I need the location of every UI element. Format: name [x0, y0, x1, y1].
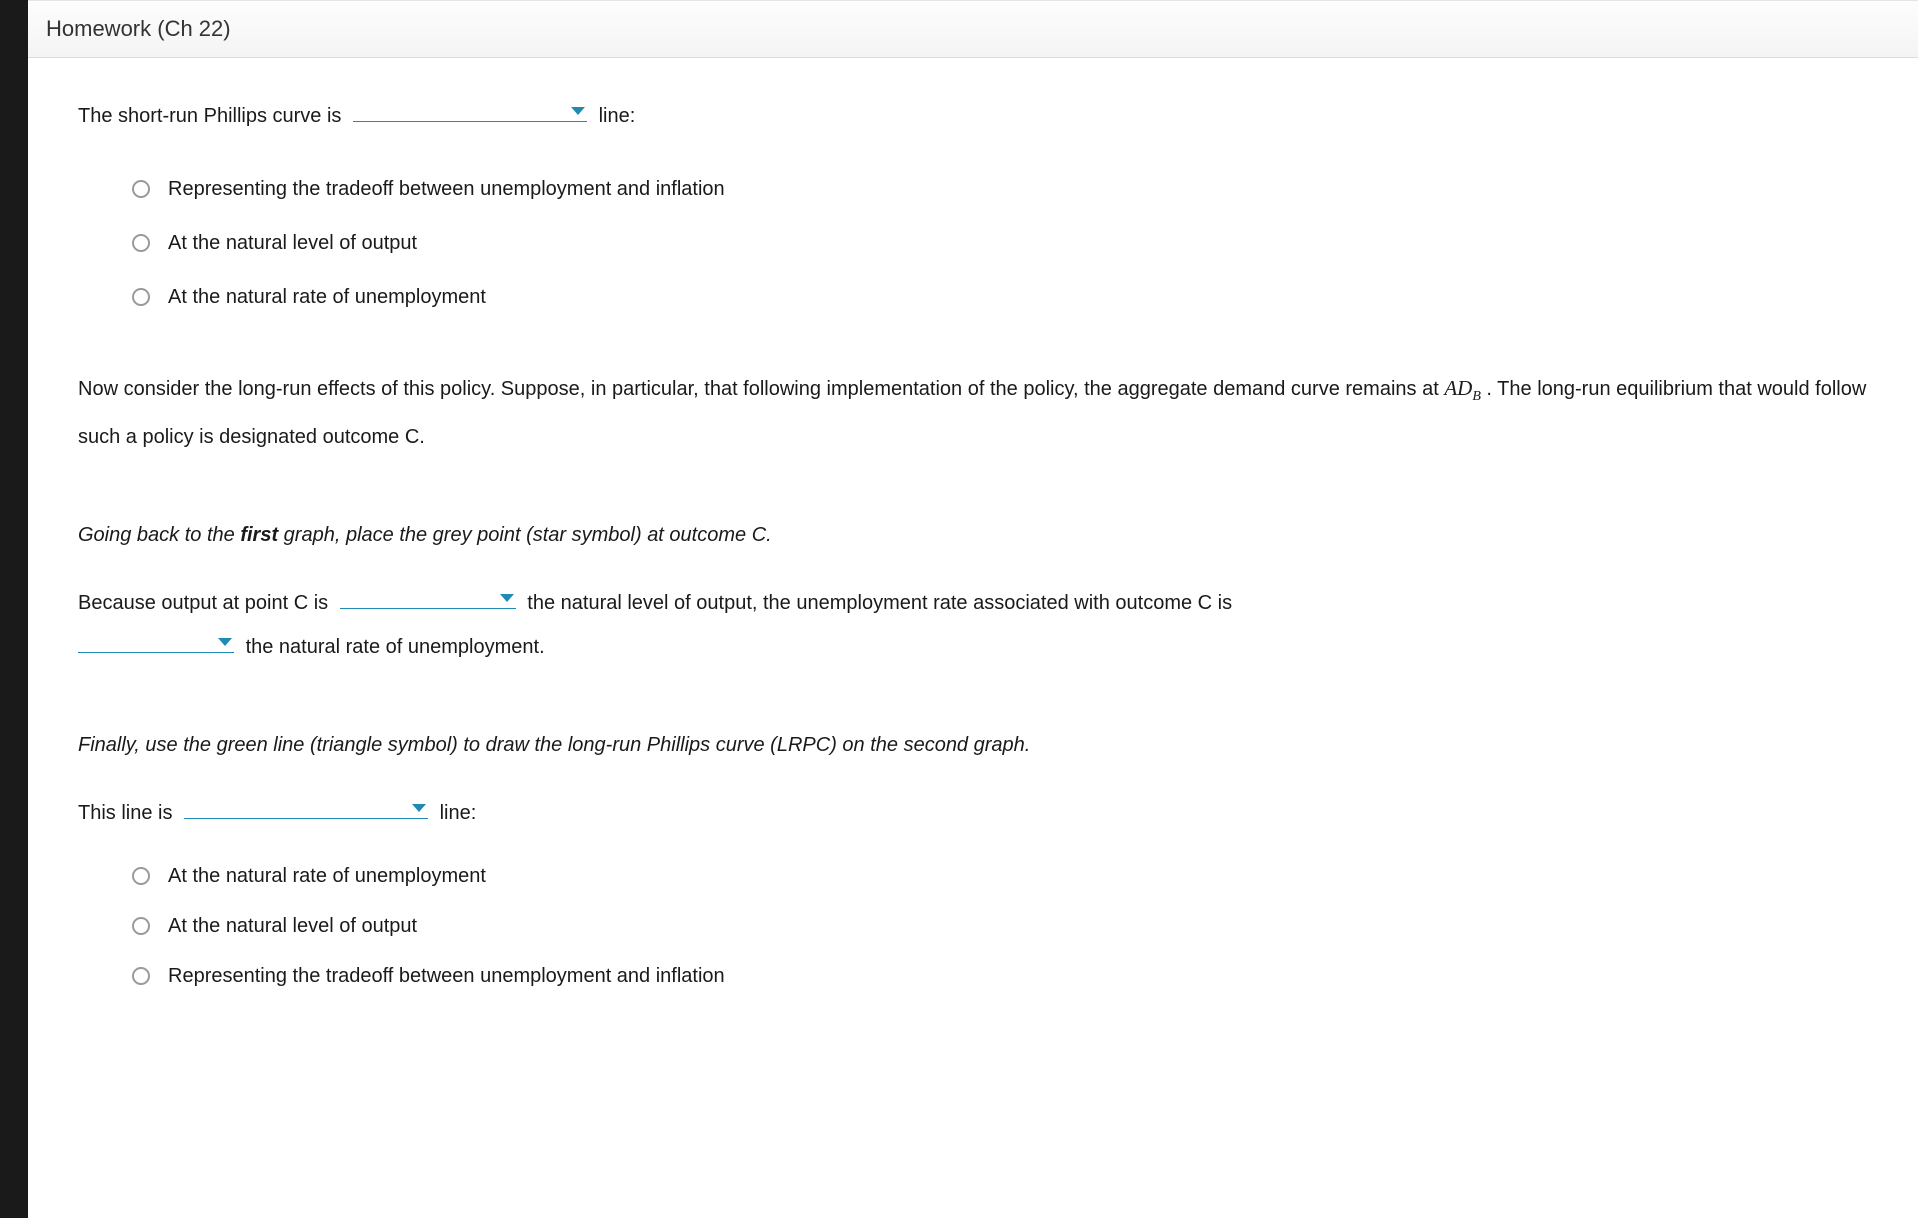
- radio-icon: [132, 967, 150, 985]
- para-part1: Now consider the long-run effects of thi…: [78, 378, 1444, 400]
- q2-sentence-line2: the natural rate of unemployment.: [78, 627, 1872, 667]
- q3-option-label: At the natural level of output: [168, 915, 417, 938]
- chevron-down-icon: [571, 107, 585, 115]
- q1-option-label: Representing the tradeoff between unempl…: [168, 178, 725, 201]
- chevron-down-icon: [412, 804, 426, 812]
- assignment-title: Homework (Ch 22): [46, 16, 231, 42]
- q1-options: Representing the tradeoff between unempl…: [132, 162, 1872, 324]
- q1-sentence: The short-run Phillips curve is line:: [78, 96, 1872, 136]
- q2-sentence-line1: Because output at point C is the natural…: [78, 583, 1872, 623]
- instr1-pre: Going back to the: [78, 524, 240, 546]
- q3-text-pre: This line is: [78, 802, 172, 824]
- q1-text-post: line:: [599, 105, 636, 127]
- q1-option-label: At the natural rate of unemployment: [168, 286, 486, 309]
- instr1-post: graph, place the grey point (star symbol…: [278, 524, 772, 546]
- assignment-header: Homework (Ch 22): [28, 0, 1918, 58]
- q3-option-1[interactable]: At the natural level of output: [132, 901, 1872, 951]
- instr2-text: Finally, use the green line (triangle sy…: [78, 734, 1030, 756]
- chevron-down-icon: [500, 594, 514, 602]
- q1-dropdown[interactable]: [353, 96, 587, 122]
- content-area: The short-run Phillips curve is line: Re…: [28, 58, 1918, 1001]
- q3-option-0[interactable]: At the natural rate of unemployment: [132, 851, 1872, 901]
- q2-dropdown-2[interactable]: [78, 627, 234, 653]
- instr1-bold: first: [240, 524, 278, 546]
- q1-text-pre: The short-run Phillips curve is: [78, 105, 341, 127]
- long-run-paragraph: Now consider the long-run effects of thi…: [78, 368, 1872, 457]
- instruction-second-graph: Finally, use the green line (triangle sy…: [78, 727, 1872, 763]
- q3-dropdown[interactable]: [184, 793, 428, 819]
- q2-seg2: the natural level of output, the unemplo…: [527, 592, 1232, 614]
- q1-option-1[interactable]: At the natural level of output: [132, 216, 1872, 270]
- q3-option-2[interactable]: Representing the tradeoff between unempl…: [132, 951, 1872, 1001]
- main-column: Homework (Ch 22) The short-run Phillips …: [28, 0, 1918, 1218]
- instruction-first-graph: Going back to the first graph, place the…: [78, 517, 1872, 553]
- q1-option-label: At the natural level of output: [168, 232, 417, 255]
- q3-options: At the natural rate of unemployment At t…: [132, 851, 1872, 1001]
- q3-option-label: At the natural rate of unemployment: [168, 865, 486, 888]
- math-ad: AD: [1444, 376, 1472, 400]
- left-gutter: [0, 0, 28, 1218]
- math-ad-sub: B: [1472, 389, 1481, 404]
- q1-option-2[interactable]: At the natural rate of unemployment: [132, 270, 1872, 324]
- radio-icon: [132, 288, 150, 306]
- q3-option-label: Representing the tradeoff between unempl…: [168, 965, 725, 988]
- radio-icon: [132, 917, 150, 935]
- radio-icon: [132, 180, 150, 198]
- radio-icon: [132, 867, 150, 885]
- q2-seg3: the natural rate of unemployment.: [246, 636, 545, 658]
- chevron-down-icon: [218, 638, 232, 646]
- q1-option-0[interactable]: Representing the tradeoff between unempl…: [132, 162, 1872, 216]
- q3-text-post: line:: [440, 802, 477, 824]
- radio-icon: [132, 234, 150, 252]
- page-frame: Homework (Ch 22) The short-run Phillips …: [0, 0, 1918, 1218]
- q3-sentence: This line is line:: [78, 793, 1872, 833]
- q2-seg1: Because output at point C is: [78, 592, 328, 614]
- q2-dropdown-1[interactable]: [340, 583, 516, 609]
